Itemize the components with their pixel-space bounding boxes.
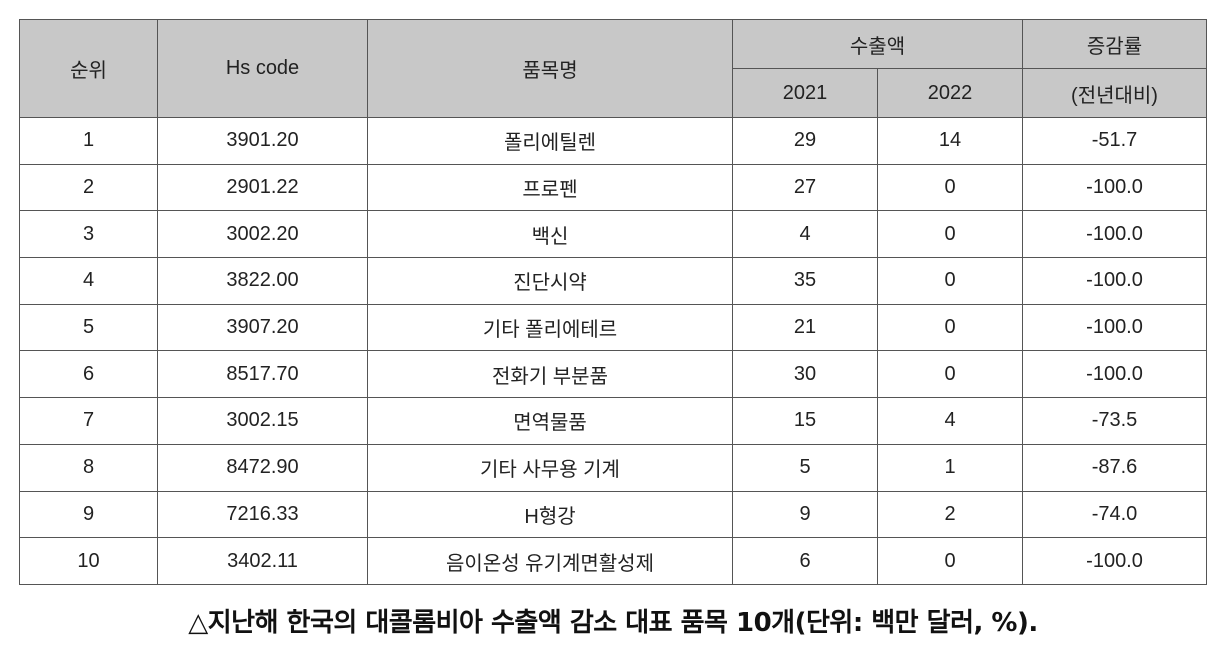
cell-change-rate: -51.7 [1022, 117, 1208, 165]
cell-export-2022: 4 [876, 397, 1024, 445]
cell-change-rate: -100.0 [1022, 350, 1208, 399]
header-year-2021: 2021 [732, 68, 878, 118]
cell-item-name: 기타 폴리에테르 [367, 303, 733, 352]
cell-item-name: 면역물품 [367, 397, 733, 445]
cell-change-rate: -100.0 [1022, 257, 1208, 305]
cell-hs-code: 3901.20 [157, 117, 368, 165]
cell-export-2021: 29 [732, 117, 878, 165]
table-row: 9 7216.33 H형강 9 2 -74.0 [19, 490, 1208, 539]
table-row: 5 3907.20 기타 폴리에테르 21 0 -100.0 [19, 303, 1208, 352]
cell-item-name: 음이온성 유기계면활성제 [367, 537, 733, 585]
cell-rank: 10 [19, 537, 158, 585]
header-rank: 순위 [19, 19, 158, 118]
cell-hs-code: 8472.90 [157, 443, 368, 492]
cell-hs-code: 3907.20 [157, 303, 368, 352]
cell-export-2021: 9 [732, 490, 878, 539]
cell-export-2021: 15 [732, 397, 878, 445]
cell-export-2021: 35 [732, 257, 878, 305]
cell-item-name: 폴리에틸렌 [367, 117, 733, 165]
table-row: 8 8472.90 기타 사무용 기계 5 1 -87.6 [19, 443, 1208, 492]
table-body: 1 3901.20 폴리에틸렌 29 14 -51.7 2 2901.22 프로펜 27 0 -100… [19, 117, 1208, 585]
cell-rank: 1 [19, 117, 158, 165]
export-table-container: 순위 Hs code 품목명 수출액 증감률 2021 2022 (전년대비) … [19, 19, 1208, 585]
header-change-rate: 증감률 [1022, 19, 1208, 69]
export-decline-table: 순위 Hs code 품목명 수출액 증감률 2021 2022 (전년대비) … [19, 19, 1208, 585]
cell-export-2022: 0 [876, 303, 1024, 352]
cell-rank: 2 [19, 163, 158, 212]
table-row: 4 3822.00 진단시약 35 0 -100.0 [19, 257, 1208, 305]
cell-change-rate: -100.0 [1022, 303, 1208, 352]
cell-export-2022: 14 [876, 117, 1024, 165]
header-item-name: 품목명 [367, 19, 733, 118]
table-row: 7 3002.15 면역물품 15 4 -73.5 [19, 397, 1208, 445]
cell-export-2022: 0 [876, 537, 1024, 585]
cell-change-rate: -74.0 [1022, 490, 1208, 539]
cell-hs-code: 3002.20 [157, 210, 368, 259]
cell-change-rate: -100.0 [1022, 537, 1208, 585]
cell-hs-code: 7216.33 [157, 490, 368, 539]
table-header: 순위 Hs code 품목명 수출액 증감률 2021 2022 (전년대비) [19, 19, 1208, 118]
cell-hs-code: 2901.22 [157, 163, 368, 212]
table-row: 1 3901.20 폴리에틸렌 29 14 -51.7 [19, 117, 1208, 165]
cell-export-2021: 4 [732, 210, 878, 259]
cell-item-name: H형강 [367, 490, 733, 539]
header-hs-code: Hs code [157, 19, 368, 118]
cell-rank: 6 [19, 350, 158, 399]
cell-export-2022: 0 [876, 163, 1024, 212]
cell-export-2022: 1 [876, 443, 1024, 492]
table-row: 3 3002.20 백신 4 0 -100.0 [19, 210, 1208, 259]
header-export-amount: 수출액 [731, 19, 1024, 69]
header-row-1: 순위 Hs code 품목명 수출액 증감률 [19, 19, 1208, 118]
cell-change-rate: -87.6 [1022, 443, 1208, 492]
cell-export-2022: 0 [876, 350, 1024, 399]
cell-item-name: 백신 [367, 210, 733, 259]
cell-hs-code: 3822.00 [157, 257, 368, 305]
cell-export-2022: 0 [876, 257, 1024, 305]
cell-export-2021: 6 [732, 537, 878, 585]
cell-change-rate: -73.5 [1022, 397, 1208, 445]
cell-rank: 4 [19, 257, 158, 305]
header-change-rate-basis: (전년대비) [1022, 68, 1208, 118]
header-year-2022: 2022 [876, 68, 1024, 118]
cell-change-rate: -100.0 [1022, 210, 1208, 259]
header-row-2: 2021 2022 (전년대비) [20, 68, 1208, 118]
cell-rank: 7 [19, 397, 158, 445]
cell-item-name: 전화기 부분품 [367, 350, 733, 399]
cell-export-2021: 30 [732, 350, 878, 399]
cell-item-name: 기타 사무용 기계 [367, 443, 733, 492]
table-row: 6 8517.70 전화기 부분품 30 0 -100.0 [19, 350, 1208, 399]
cell-hs-code: 3002.15 [157, 397, 368, 445]
cell-item-name: 진단시약 [367, 257, 733, 305]
cell-export-2021: 5 [732, 443, 878, 492]
cell-rank: 8 [19, 443, 158, 492]
table-row: 10 3402.11 음이온성 유기계면활성제 6 0 -100.0 [19, 537, 1208, 585]
cell-rank: 3 [19, 210, 158, 259]
cell-export-2021: 21 [732, 303, 878, 352]
cell-hs-code: 3402.11 [157, 537, 368, 585]
cell-rank: 5 [19, 303, 158, 352]
cell-export-2022: 0 [876, 210, 1024, 259]
cell-rank: 9 [19, 490, 158, 539]
cell-hs-code: 8517.70 [157, 350, 368, 399]
cell-export-2021: 27 [732, 163, 878, 212]
cell-change-rate: -100.0 [1022, 163, 1208, 212]
table-caption: △지난해 한국의 대콜롬비아 수출액 감소 대표 품목 10개(단위: 백만 달… [188, 608, 1038, 638]
cell-item-name: 프로펜 [367, 163, 733, 212]
cell-export-2022: 2 [876, 490, 1024, 539]
table-row: 2 2901.22 프로펜 27 0 -100.0 [19, 163, 1208, 212]
